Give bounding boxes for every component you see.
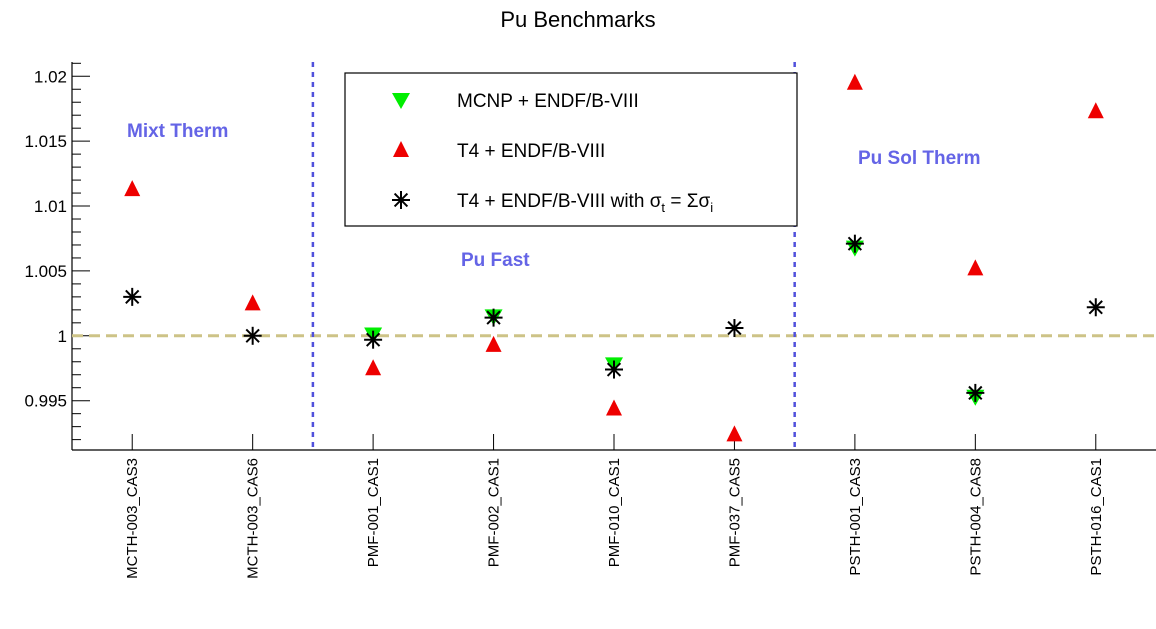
legend-sub-1: t — [661, 200, 665, 215]
legend-entry-3: T4 + ENDF/B-VIII with σt = Σσi — [457, 191, 713, 215]
region-labels: Mixt Therm Pu Fast Pu Sol Therm — [127, 121, 980, 271]
legend-sigma-2: σ — [698, 191, 710, 212]
legend-sub-2: i — [710, 200, 713, 215]
x-category-label: PSTH-004_CAS8 — [967, 458, 984, 576]
y-tick-label: 1.02 — [34, 67, 67, 86]
x-category-label: PSTH-016_CAS1 — [1088, 458, 1105, 576]
point-series3-1 — [123, 287, 142, 306]
point-series2-5 — [606, 399, 622, 416]
x-category-label: PMF-001_CAS1 — [365, 458, 382, 567]
legend-entry-3-text: T4 + ENDF/B-VIII with — [457, 191, 650, 212]
y-tick-label: 1.015 — [24, 132, 67, 151]
point-series2-4 — [485, 335, 502, 352]
point-series3-7 — [845, 234, 864, 253]
legend-entry-1: MCNP + ENDF/B-VIII — [457, 91, 639, 112]
point-series3-3 — [364, 330, 383, 349]
chart-title: Pu Benchmarks — [500, 7, 655, 32]
point-series3-4 — [484, 308, 503, 327]
legend-marker-2 — [393, 141, 409, 157]
y-tick-label: 0.995 — [24, 392, 67, 411]
point-series2-9 — [1087, 102, 1104, 119]
point-series3-8 — [966, 383, 985, 402]
point-series3-5 — [605, 360, 623, 379]
legend: MCNP + ENDF/B-VIII T4 + ENDF/B-VIII T4 + E… — [344, 72, 798, 227]
point-series2-8 — [967, 259, 984, 276]
region-label: Pu Sol Therm — [858, 148, 980, 169]
legend-marker-1 — [392, 93, 410, 109]
x-category-label: PMF-037_CAS5 — [726, 458, 743, 567]
legend-box — [344, 72, 798, 227]
point-series2-2 — [244, 294, 261, 311]
point-series3-2 — [243, 326, 262, 345]
point-series3-9 — [1086, 298, 1105, 317]
legend-entry-2: T4 + ENDF/B-VIII — [457, 141, 605, 162]
x-category-label: MCTH-003_CAS3 — [124, 458, 141, 579]
y-tick-label: 1.005 — [24, 262, 67, 281]
point-series2-6 — [726, 425, 743, 442]
legend-sigma-1: σ — [650, 191, 662, 212]
point-series2-7 — [846, 73, 863, 90]
x-category-label: PMF-010_CAS1 — [606, 458, 623, 567]
legend-marker-3 — [392, 191, 410, 209]
point-series2-1 — [124, 180, 141, 197]
x-category-label: PSTH-001_CAS3 — [847, 458, 864, 576]
y-axis: 0.995 1 1.005 1.01 1.015 1.02 — [24, 62, 90, 441]
point-series3-6 — [725, 319, 744, 338]
y-tick-label: 1 — [58, 327, 67, 346]
y-tick-label: 1.01 — [34, 197, 67, 216]
region-label: Pu Fast — [461, 250, 530, 271]
legend-eq: = Σ — [665, 191, 698, 212]
x-category-label: PMF-002_CAS1 — [486, 458, 503, 567]
x-category-label: MCTH-003_CAS6 — [245, 458, 262, 579]
data-points — [123, 73, 1105, 442]
region-label: Mixt Therm — [127, 121, 228, 142]
point-series2-3 — [365, 359, 382, 376]
x-axis: MCTH-003_CAS3 MCTH-003_CAS6 PMF-001_CAS1 PM… — [124, 434, 1105, 579]
